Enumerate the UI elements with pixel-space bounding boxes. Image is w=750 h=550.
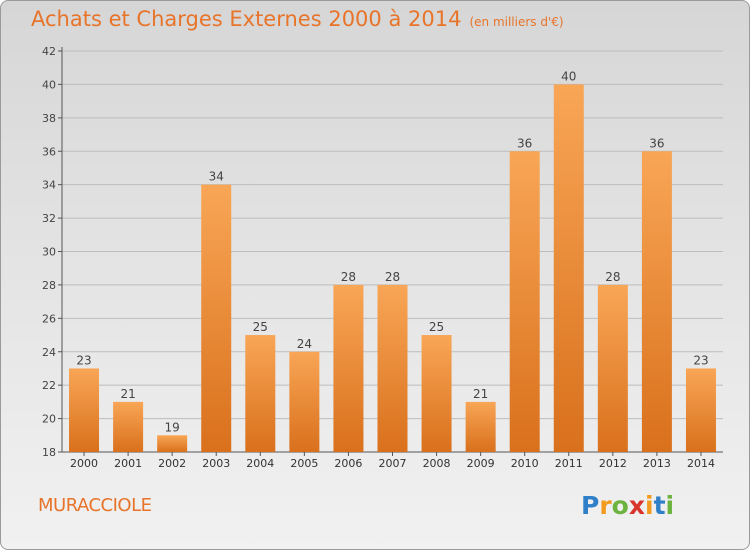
data-label: 36 — [649, 136, 664, 150]
data-label: 21 — [120, 387, 135, 401]
data-label: 24 — [297, 337, 312, 351]
logo-letter: r — [599, 491, 612, 520]
data-label: 28 — [385, 270, 400, 284]
y-tick-label: 24 — [42, 346, 56, 359]
bar — [201, 184, 232, 452]
x-tick-label: 2006 — [334, 457, 362, 470]
x-tick-label: 2002 — [158, 457, 186, 470]
commune-name: MURACCIOLE — [38, 495, 152, 516]
proxiti-logo: Proxiti — [581, 491, 674, 520]
y-tick-label: 42 — [42, 45, 56, 58]
y-tick-label: 18 — [42, 446, 56, 459]
x-tick-label: 2014 — [687, 457, 715, 470]
bar — [113, 401, 144, 452]
bar — [245, 335, 276, 452]
x-tick-label: 2003 — [202, 457, 230, 470]
bar — [509, 151, 540, 452]
y-tick-label: 28 — [42, 279, 56, 292]
x-tick-label: 2010 — [511, 457, 539, 470]
y-tick-label: 22 — [42, 379, 56, 392]
bar — [289, 351, 320, 452]
x-tick-label: 2011 — [555, 457, 583, 470]
data-label: 23 — [693, 353, 708, 367]
bar — [597, 284, 628, 452]
data-label: 25 — [253, 320, 268, 334]
x-tick-label: 2005 — [290, 457, 318, 470]
bar — [333, 284, 364, 452]
bar — [69, 368, 100, 452]
bar — [377, 284, 408, 452]
y-tick-label: 26 — [42, 312, 56, 325]
logo-letter: i — [645, 491, 654, 520]
y-tick-label: 34 — [42, 179, 56, 192]
logo-letter: P — [581, 491, 600, 520]
bar — [553, 84, 584, 453]
x-tick-label: 2000 — [70, 457, 98, 470]
bar — [685, 368, 716, 452]
x-tick-label: 2012 — [599, 457, 627, 470]
data-label: 25 — [429, 320, 444, 334]
x-tick-label: 2004 — [246, 457, 274, 470]
y-tick-label: 36 — [42, 145, 56, 158]
bar — [641, 151, 672, 452]
data-label: 28 — [605, 270, 620, 284]
chart-title-text: Achats et Charges Externes 2000 à 2014 — [31, 7, 462, 31]
y-tick-label: 38 — [42, 112, 56, 125]
bar — [465, 401, 496, 452]
data-label: 19 — [165, 420, 180, 434]
bar — [421, 335, 452, 452]
data-label: 40 — [561, 69, 576, 83]
data-label: 34 — [209, 170, 224, 184]
y-tick-label: 30 — [42, 246, 56, 259]
y-tick-label: 32 — [42, 212, 56, 225]
data-label: 28 — [341, 270, 356, 284]
data-label: 21 — [473, 387, 488, 401]
data-label: 36 — [517, 136, 532, 150]
x-tick-label: 2009 — [467, 457, 495, 470]
chart-title: Achats et Charges Externes 2000 à 2014 (e… — [31, 7, 564, 31]
y-tick-label: 40 — [42, 78, 56, 91]
x-tick-label: 2001 — [114, 457, 142, 470]
x-tick-label: 2007 — [379, 457, 407, 470]
bar — [157, 435, 188, 452]
logo-letter: t — [653, 491, 666, 520]
data-label: 23 — [76, 353, 91, 367]
logo-letter: i — [665, 491, 675, 520]
logo-letter: x — [628, 491, 645, 520]
chart-subtitle: (en milliers d'€) — [469, 15, 564, 29]
logo-letter: o — [611, 491, 629, 520]
x-tick-label: 2008 — [423, 457, 451, 470]
y-tick-label: 20 — [42, 413, 56, 426]
x-tick-label: 2013 — [643, 457, 671, 470]
